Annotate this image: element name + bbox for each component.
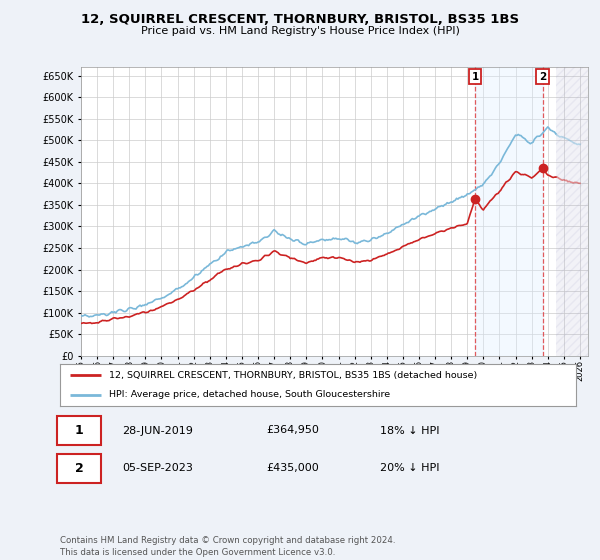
Text: 28-JUN-2019: 28-JUN-2019 xyxy=(122,426,193,436)
Text: Contains HM Land Registry data © Crown copyright and database right 2024.
This d: Contains HM Land Registry data © Crown c… xyxy=(60,536,395,557)
Text: 1: 1 xyxy=(472,72,479,82)
Text: £364,950: £364,950 xyxy=(266,426,319,436)
Text: HPI: Average price, detached house, South Gloucestershire: HPI: Average price, detached house, Sout… xyxy=(109,390,390,399)
Text: 20% ↓ HPI: 20% ↓ HPI xyxy=(380,463,439,473)
Text: 12, SQUIRREL CRESCENT, THORNBURY, BRISTOL, BS35 1BS: 12, SQUIRREL CRESCENT, THORNBURY, BRISTO… xyxy=(81,13,519,26)
Text: 18% ↓ HPI: 18% ↓ HPI xyxy=(380,426,439,436)
Text: Price paid vs. HM Land Registry's House Price Index (HPI): Price paid vs. HM Land Registry's House … xyxy=(140,26,460,36)
Bar xyxy=(475,67,542,356)
Bar xyxy=(556,67,588,356)
Text: 12, SQUIRREL CRESCENT, THORNBURY, BRISTOL, BS35 1BS (detached house): 12, SQUIRREL CRESCENT, THORNBURY, BRISTO… xyxy=(109,371,477,380)
Text: 2: 2 xyxy=(75,462,84,475)
Text: £435,000: £435,000 xyxy=(266,463,319,473)
Text: 1: 1 xyxy=(75,424,84,437)
Text: 05-SEP-2023: 05-SEP-2023 xyxy=(122,463,193,473)
Text: 2: 2 xyxy=(539,72,546,82)
FancyBboxPatch shape xyxy=(58,454,101,483)
FancyBboxPatch shape xyxy=(58,416,101,445)
